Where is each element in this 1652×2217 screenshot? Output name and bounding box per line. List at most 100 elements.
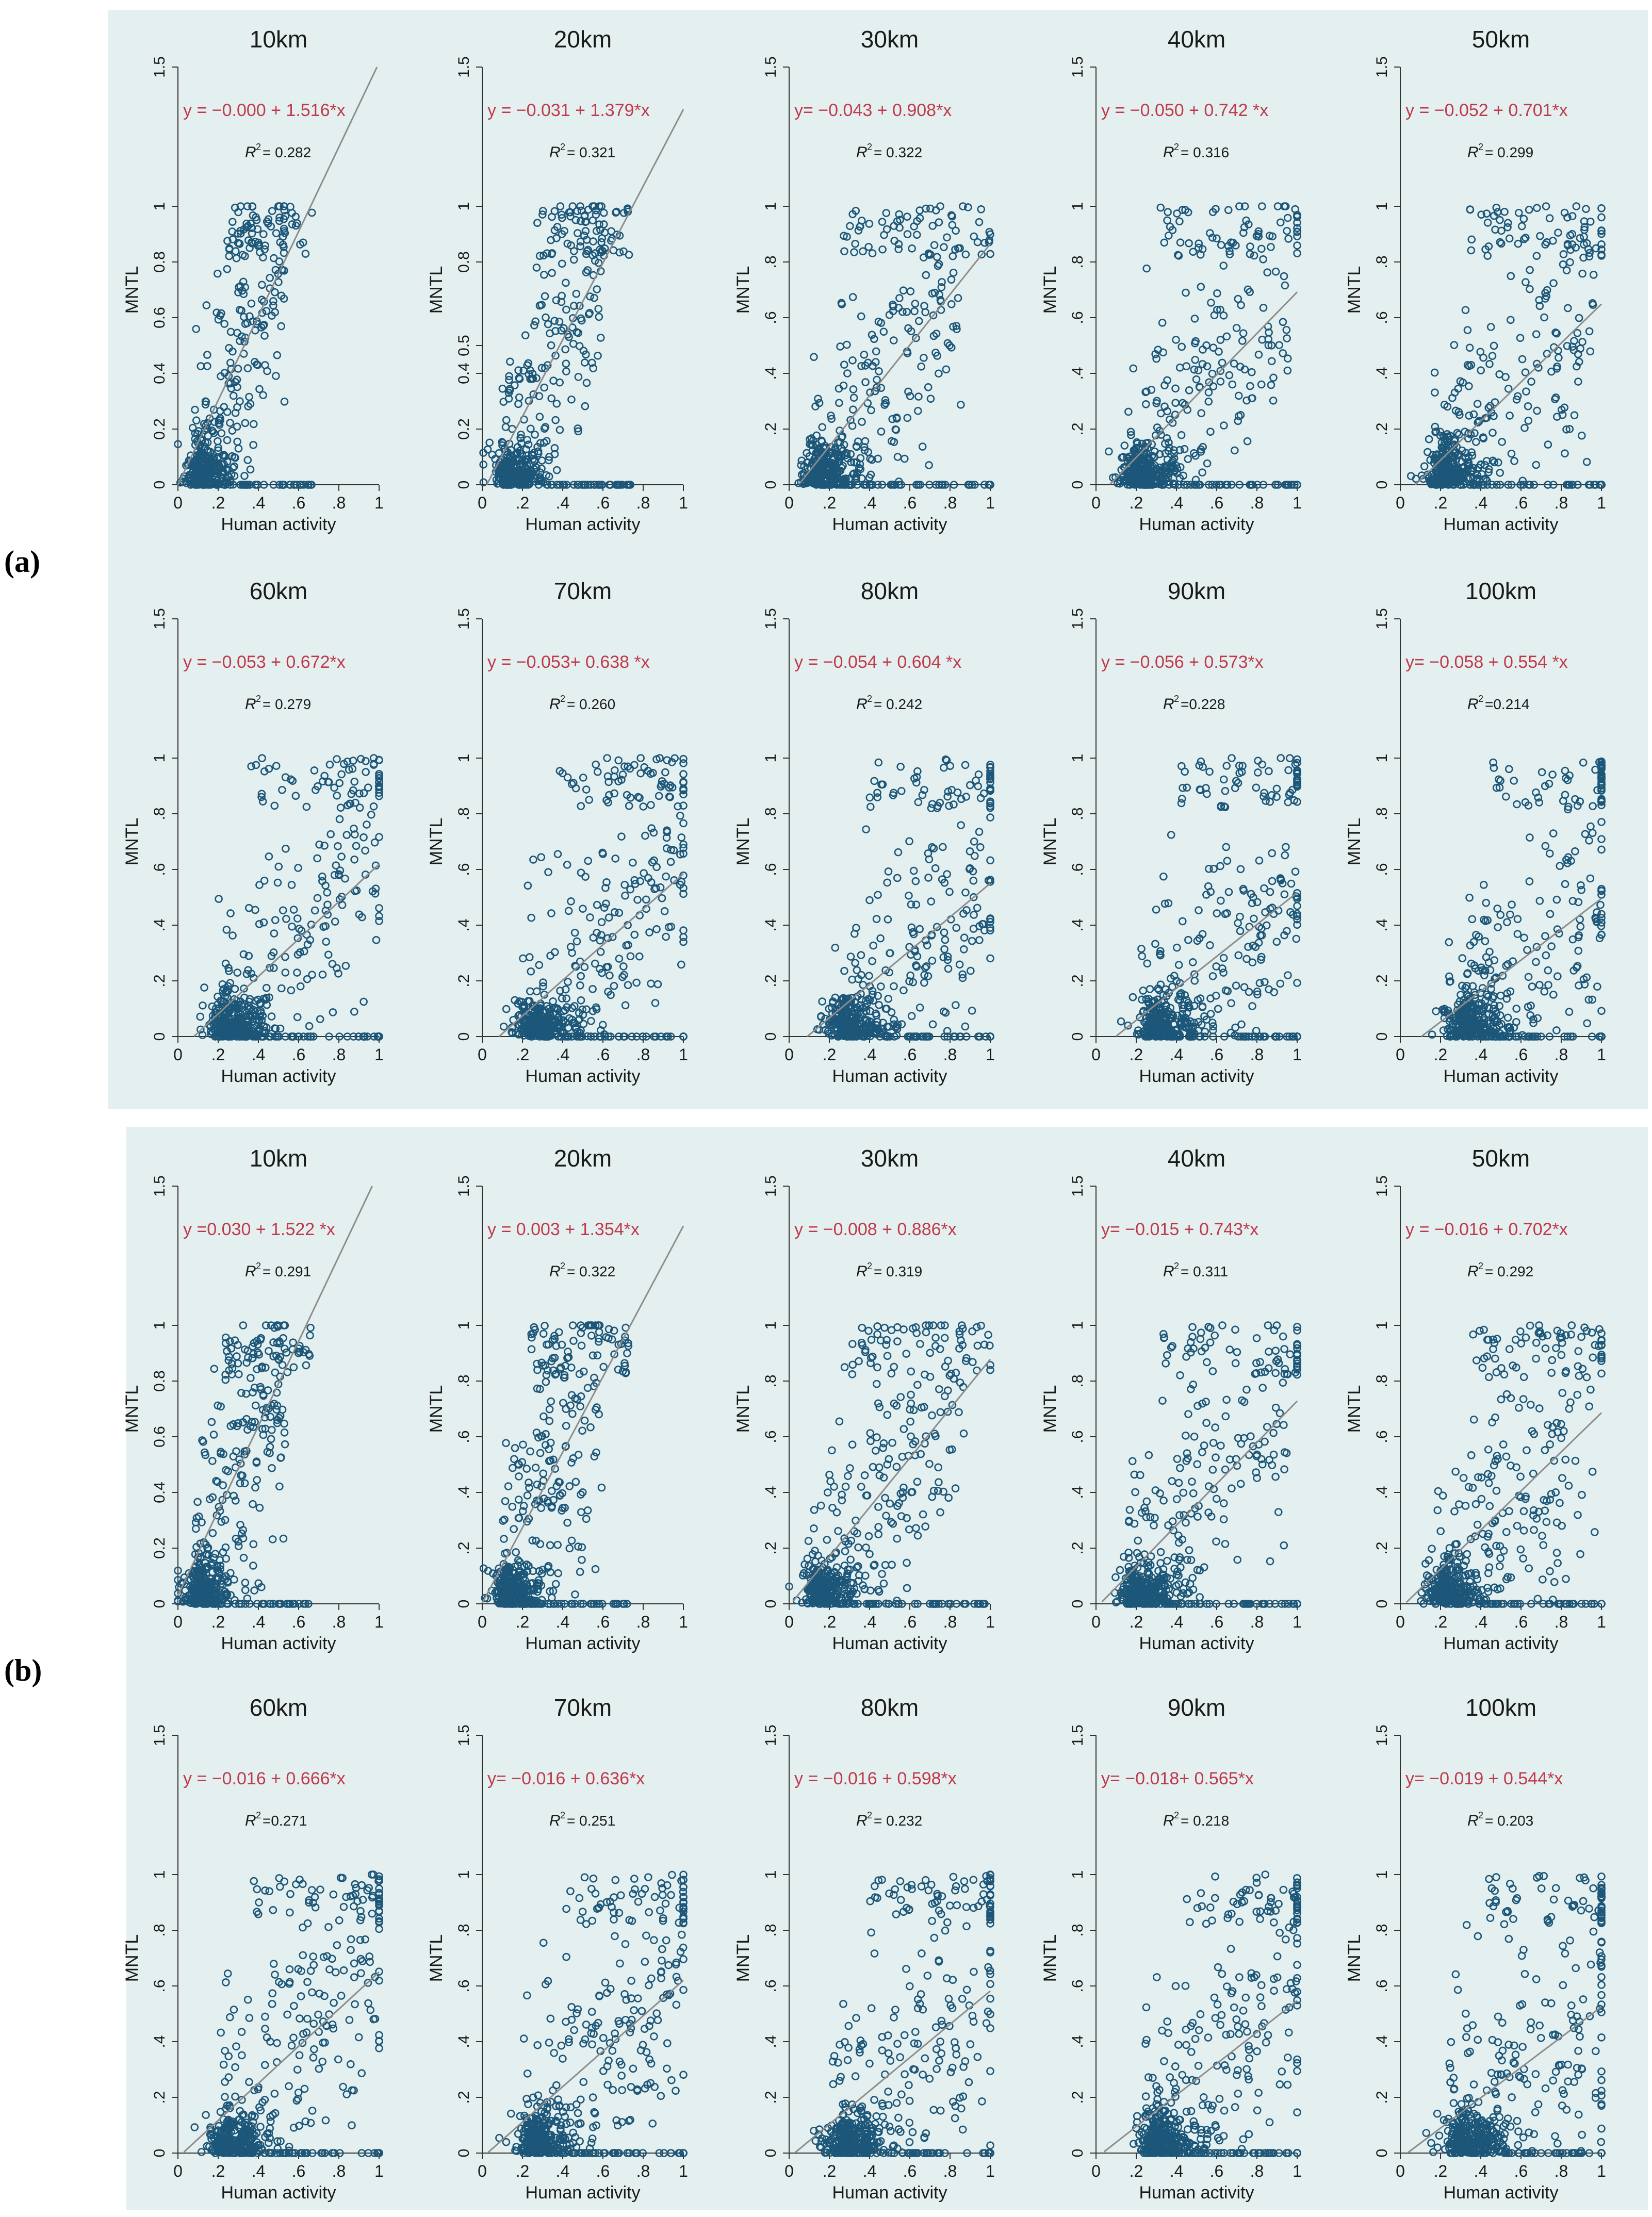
scatter-point — [582, 785, 591, 794]
scatter-point — [651, 999, 660, 1007]
scatter-point — [936, 202, 944, 210]
scatter-point — [852, 442, 861, 451]
scatter-point — [569, 255, 578, 264]
y-tick-label: 0 — [455, 1032, 472, 1041]
scatter-point — [275, 481, 284, 489]
scatter-point — [878, 218, 887, 226]
scatter-point — [238, 286, 247, 295]
scatter-point — [573, 207, 582, 216]
scatter-point — [576, 237, 585, 246]
scatter-point — [269, 301, 277, 310]
scatter-point — [350, 1007, 358, 1016]
scatter-point — [597, 238, 606, 247]
scatter-point — [603, 962, 612, 971]
scatter-point — [1169, 456, 1177, 465]
scatter-point — [650, 856, 658, 865]
scatter-point — [191, 470, 200, 478]
r-squared-symbol: R — [549, 144, 561, 161]
scatter-point — [933, 803, 941, 812]
scatter-point — [591, 959, 599, 968]
scatter-point — [976, 794, 985, 802]
scatter-point — [865, 972, 873, 980]
scatter-point — [663, 826, 671, 835]
scatter-point — [945, 888, 954, 896]
scatter-point — [918, 442, 927, 451]
scatter-point — [640, 869, 648, 877]
scatter-point — [924, 383, 933, 391]
scatter-point — [539, 978, 547, 987]
scatter-point — [1151, 940, 1159, 948]
scatter-point — [1184, 455, 1192, 463]
scatter-point — [1212, 481, 1221, 489]
scatter-point — [1209, 382, 1218, 391]
scatter-point — [224, 982, 232, 991]
scatter-point — [953, 325, 961, 334]
scatter-point — [565, 333, 573, 341]
scatter-point — [243, 364, 252, 372]
scatter-point — [817, 437, 826, 446]
scatter-point — [1170, 449, 1179, 457]
scatter-point — [571, 1023, 580, 1031]
scatter-point — [323, 888, 332, 897]
scatter-point — [551, 327, 560, 335]
plot-title: 50km — [1472, 26, 1530, 53]
scatter-point — [191, 481, 200, 489]
scatter-point — [553, 223, 562, 231]
scatter-point — [242, 1032, 251, 1041]
scatter-point — [986, 778, 994, 787]
scatter-point — [236, 282, 244, 290]
scatter-point — [1490, 458, 1499, 467]
scatter-point — [1135, 455, 1143, 464]
scatter-point — [970, 232, 978, 241]
scatter-point — [602, 796, 611, 804]
scatter-point — [1250, 251, 1258, 260]
scatter-point — [626, 885, 634, 894]
scatter-point — [1193, 996, 1202, 1004]
scatter-point — [602, 878, 611, 886]
scatter-point — [213, 454, 222, 463]
scatter-point — [243, 456, 252, 464]
x-axis-label: Human activity — [221, 515, 336, 534]
scatter-point — [607, 991, 615, 999]
scatter-point — [964, 203, 972, 211]
scatter-point — [350, 825, 358, 833]
scatter-point — [1590, 481, 1598, 489]
scatter-point — [226, 909, 235, 917]
scatter-point — [214, 481, 222, 489]
scatter-point — [1582, 205, 1590, 214]
scatter-point — [241, 419, 250, 428]
plot-title: 30km — [861, 26, 919, 53]
scatter-point — [1482, 209, 1491, 218]
scatter-point — [592, 1003, 600, 1012]
scatter-point — [202, 421, 210, 430]
scatter-point — [1191, 451, 1200, 460]
scatter-point — [1240, 202, 1249, 210]
scatter-point — [527, 472, 535, 481]
scatter-point — [1463, 466, 1471, 474]
scatter-point — [890, 982, 898, 991]
scatter-point — [828, 998, 837, 1007]
scatter-point — [947, 300, 956, 308]
scatter-point — [573, 937, 581, 946]
scatter-point — [1257, 244, 1266, 253]
scatter-point — [961, 250, 970, 259]
scatter-point — [1267, 243, 1275, 251]
scatter-point — [1582, 239, 1591, 248]
scatter-point — [265, 764, 273, 773]
scatter-point — [1283, 366, 1292, 375]
scatter-point — [940, 1032, 948, 1041]
scatter-point — [857, 971, 865, 979]
scatter-point — [930, 241, 939, 250]
scatter-point — [943, 792, 952, 801]
scatter-point — [591, 249, 599, 257]
scatter-point — [572, 289, 581, 298]
scatter-point — [593, 767, 602, 776]
scatter-point — [575, 1009, 583, 1017]
scatter-point — [1177, 431, 1186, 439]
scatter-point — [1518, 477, 1527, 485]
scatter-point — [980, 481, 989, 489]
y-tick-label: .8 — [1069, 255, 1086, 268]
scatter-point — [1151, 431, 1160, 439]
scatter-point — [281, 968, 290, 977]
scatter-point — [549, 376, 558, 385]
